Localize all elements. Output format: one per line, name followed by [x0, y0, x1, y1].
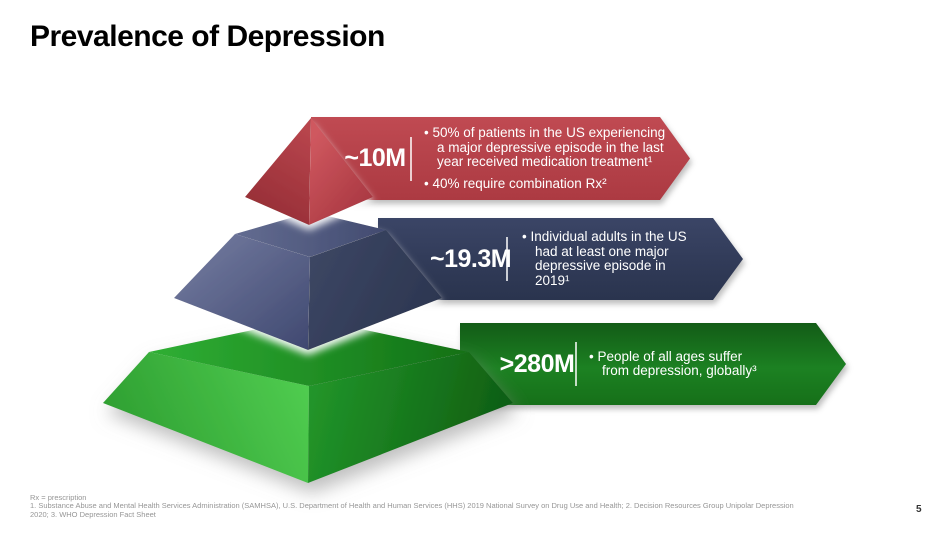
footnote-abbreviation: Rx = prescription: [30, 493, 87, 502]
tier-banner-top: ~10M • 50% of patients in the US experie…: [311, 117, 690, 200]
tier-banner-middle-shape: ~19.3M • Individual adults in the US had…: [378, 218, 743, 300]
bullet-item: • People of all ages suffer from depress…: [589, 348, 757, 378]
tier-bottom-bullet-list: • People of all ages suffer from depress…: [589, 350, 785, 379]
banner-divider: [506, 237, 508, 281]
tier-banner-middle: ~19.3M • Individual adults in the US had…: [378, 218, 743, 300]
tier-middle-value: ~19.3M: [430, 244, 512, 273]
page-title: Prevalence of Depression: [30, 20, 385, 53]
pyramid-tier-bottom: [103, 318, 513, 483]
tier-bottom-top-face: [149, 318, 469, 386]
tier-banner-bottom-shape: >280M • People of all ages suffer from d…: [460, 323, 846, 405]
banner-divider: [410, 137, 412, 181]
banner-divider: [575, 342, 577, 386]
tier-middle-left-face: [174, 234, 310, 350]
tier-banner-bottom: >280M • People of all ages suffer from d…: [460, 323, 846, 405]
tier-banner-top-shape: ~10M • 50% of patients in the US experie…: [311, 117, 690, 200]
tier-top-bullet-list: • 50% of patients in the US experiencing…: [424, 126, 684, 191]
tier-middle-bullet-list: • Individual adults in the US had at lea…: [522, 230, 708, 288]
tier-bottom-value: >280M: [499, 349, 575, 378]
tier-top-value: ~10M: [344, 144, 406, 172]
bullet-item: • 40% require combination Rx²: [424, 175, 607, 191]
bullet-item: • Individual adults in the US had at lea…: [522, 229, 687, 288]
bullet-item: • 50% of patients in the US experiencing…: [424, 125, 666, 169]
footnote-references: 1. Substance Abuse and Mental Health Ser…: [30, 501, 794, 519]
tier-bottom-left-face: [103, 352, 309, 483]
tier-middle-top-face: [235, 212, 386, 257]
tier-top-left-face: [245, 118, 311, 225]
page-number: 5: [916, 504, 922, 515]
